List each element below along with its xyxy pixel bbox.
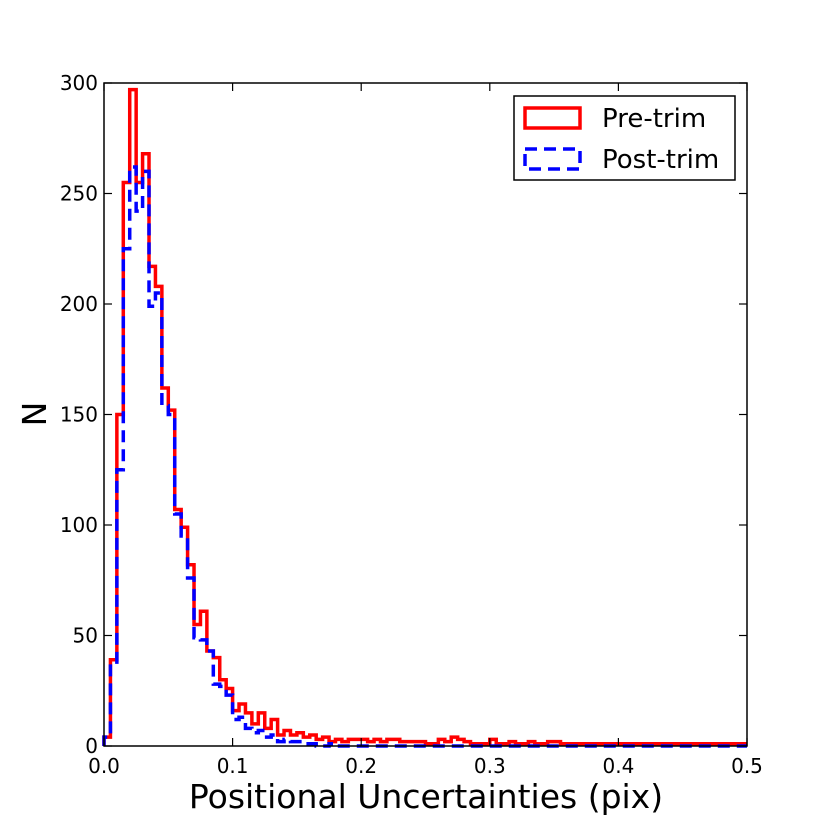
legend-swatch-pre-trim bbox=[523, 106, 582, 130]
y-tick-label: 300 bbox=[60, 71, 98, 95]
y-tick-label: 0 bbox=[85, 734, 98, 758]
y-tick-label: 200 bbox=[60, 292, 98, 316]
legend-label-post-trim: Post-trim bbox=[602, 145, 719, 175]
x-tick-label: 0.1 bbox=[217, 754, 249, 778]
legend-label-pre-trim: Pre-trim bbox=[602, 104, 706, 134]
legend-swatch-post-trim bbox=[523, 147, 582, 171]
y-tick-label: 100 bbox=[60, 513, 98, 537]
legend: Pre-trim Post-trim bbox=[513, 95, 736, 181]
x-tick-label: 0.0 bbox=[88, 754, 120, 778]
x-axis-title: Positional Uncertainties (pix) bbox=[189, 777, 663, 816]
x-tick-label: 0.4 bbox=[602, 754, 634, 778]
y-tick-label: 250 bbox=[60, 182, 98, 206]
y-axis-title: N bbox=[15, 402, 54, 427]
x-tick-label: 0.5 bbox=[731, 754, 763, 778]
legend-box bbox=[513, 95, 736, 181]
y-tick-label: 50 bbox=[73, 624, 98, 648]
x-tick-label: 0.2 bbox=[345, 754, 377, 778]
ticks-layer: 0.0 0.1 0.2 0.3 0.4 0.5 0 50 100 150 200 250 300 bbox=[60, 71, 763, 778]
x-tick-label: 0.3 bbox=[474, 754, 506, 778]
y-tick-label: 150 bbox=[60, 403, 98, 427]
